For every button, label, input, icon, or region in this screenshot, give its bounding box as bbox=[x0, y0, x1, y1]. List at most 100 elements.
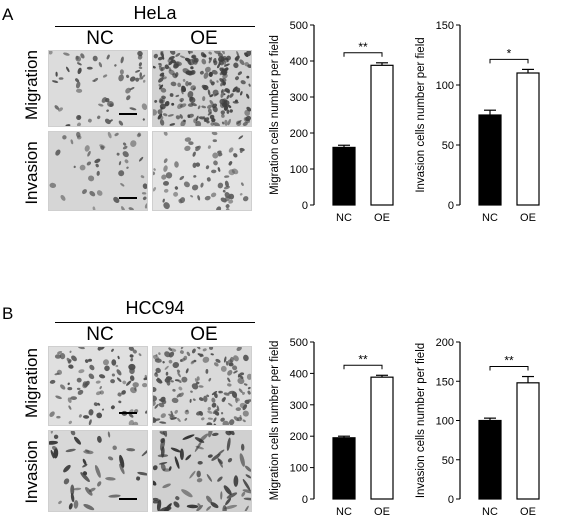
stained-cell bbox=[83, 504, 95, 511]
stained-cell bbox=[175, 115, 181, 120]
stained-cell bbox=[163, 202, 170, 210]
stained-cell bbox=[129, 107, 137, 111]
significance-label: ** bbox=[358, 40, 368, 54]
stained-cell bbox=[160, 463, 166, 471]
micrograph-migration-nc-a bbox=[48, 50, 148, 127]
stained-cell bbox=[84, 449, 90, 453]
stained-cell bbox=[53, 448, 59, 459]
stained-cell bbox=[221, 397, 226, 403]
stained-cell bbox=[164, 365, 169, 370]
stained-cell bbox=[223, 356, 227, 363]
stained-cell bbox=[76, 88, 83, 93]
stained-cell bbox=[77, 115, 81, 119]
stained-cell bbox=[73, 500, 79, 509]
stained-cell bbox=[204, 195, 211, 201]
stained-cell bbox=[233, 416, 240, 422]
stained-cell bbox=[223, 63, 230, 67]
stained-cell bbox=[173, 191, 179, 197]
stained-cell bbox=[235, 407, 241, 412]
significance-bracket bbox=[489, 58, 529, 64]
stained-cell bbox=[187, 91, 194, 98]
stained-cell bbox=[141, 192, 147, 195]
stained-cell bbox=[177, 82, 182, 88]
panel-letter-a: A bbox=[2, 5, 14, 24]
stained-cell bbox=[141, 103, 147, 110]
y-tick-label: 0 bbox=[302, 200, 308, 212]
stained-cell bbox=[222, 81, 226, 86]
stained-cell bbox=[172, 361, 180, 369]
bar-oe bbox=[516, 72, 540, 206]
stained-cell bbox=[76, 387, 81, 391]
y-tick-label: 100 bbox=[436, 80, 454, 92]
stained-cell bbox=[92, 206, 96, 210]
stained-cell bbox=[75, 55, 79, 60]
stained-cell bbox=[205, 165, 210, 170]
stained-cell bbox=[221, 77, 227, 83]
x-tick-label: NC bbox=[482, 506, 498, 518]
stained-cell bbox=[138, 156, 144, 162]
stained-cell bbox=[153, 187, 157, 192]
stained-cell bbox=[68, 420, 72, 425]
stained-cell bbox=[246, 106, 251, 112]
stained-cell bbox=[63, 478, 70, 485]
stained-cell bbox=[203, 395, 208, 403]
stained-cell bbox=[126, 95, 131, 101]
stained-cell bbox=[161, 74, 165, 78]
stained-cell bbox=[221, 113, 225, 118]
stained-cell bbox=[106, 54, 110, 60]
stained-cell bbox=[73, 487, 82, 491]
stained-cell bbox=[163, 158, 168, 164]
stained-cell bbox=[183, 119, 186, 123]
stained-cell bbox=[56, 369, 62, 375]
stained-cell bbox=[223, 93, 226, 96]
significance-label: ** bbox=[358, 352, 368, 366]
stained-cell bbox=[201, 105, 207, 109]
stained-cell bbox=[221, 121, 225, 125]
stained-cell bbox=[218, 152, 223, 157]
stained-cell bbox=[232, 365, 238, 371]
stained-cell bbox=[162, 113, 168, 117]
stained-cell bbox=[212, 408, 219, 414]
stained-cell bbox=[239, 375, 244, 379]
stained-cell bbox=[97, 435, 102, 443]
stained-cell bbox=[228, 193, 235, 200]
stained-cell bbox=[135, 69, 141, 73]
stained-cell bbox=[122, 380, 127, 385]
stained-cell bbox=[202, 96, 206, 102]
stained-cell bbox=[154, 404, 159, 409]
stained-cell bbox=[119, 69, 124, 75]
stained-cell bbox=[207, 104, 213, 109]
stained-cell bbox=[177, 103, 183, 109]
stained-cell bbox=[158, 399, 165, 403]
stained-cell bbox=[164, 377, 171, 383]
stained-cell bbox=[161, 174, 167, 180]
stained-cell bbox=[210, 122, 215, 126]
stained-cell bbox=[82, 458, 87, 466]
stained-cell bbox=[192, 162, 197, 168]
stained-cell bbox=[218, 391, 222, 394]
stained-cell bbox=[77, 122, 81, 126]
stained-cell bbox=[197, 195, 201, 201]
stained-cell bbox=[224, 504, 238, 510]
stained-cell bbox=[118, 161, 122, 166]
stained-cell bbox=[220, 412, 224, 415]
stained-cell bbox=[65, 124, 71, 126]
stained-cell bbox=[142, 183, 147, 189]
stained-cell bbox=[178, 386, 183, 391]
y-tick-label: 300 bbox=[290, 400, 308, 412]
stained-cell bbox=[86, 161, 92, 166]
stained-cell bbox=[160, 51, 164, 56]
stained-cell bbox=[222, 420, 230, 425]
stained-cell bbox=[228, 161, 233, 166]
stained-cell bbox=[222, 189, 226, 193]
stained-cell bbox=[153, 386, 157, 393]
stained-cell bbox=[227, 369, 233, 376]
stained-cell bbox=[207, 108, 212, 114]
stained-cell bbox=[188, 58, 195, 66]
stained-cell bbox=[217, 167, 221, 172]
stained-cell bbox=[158, 461, 168, 465]
stained-cell bbox=[247, 390, 251, 395]
stained-cell bbox=[212, 139, 217, 143]
stained-cell bbox=[185, 70, 193, 76]
stained-cell bbox=[199, 70, 204, 75]
